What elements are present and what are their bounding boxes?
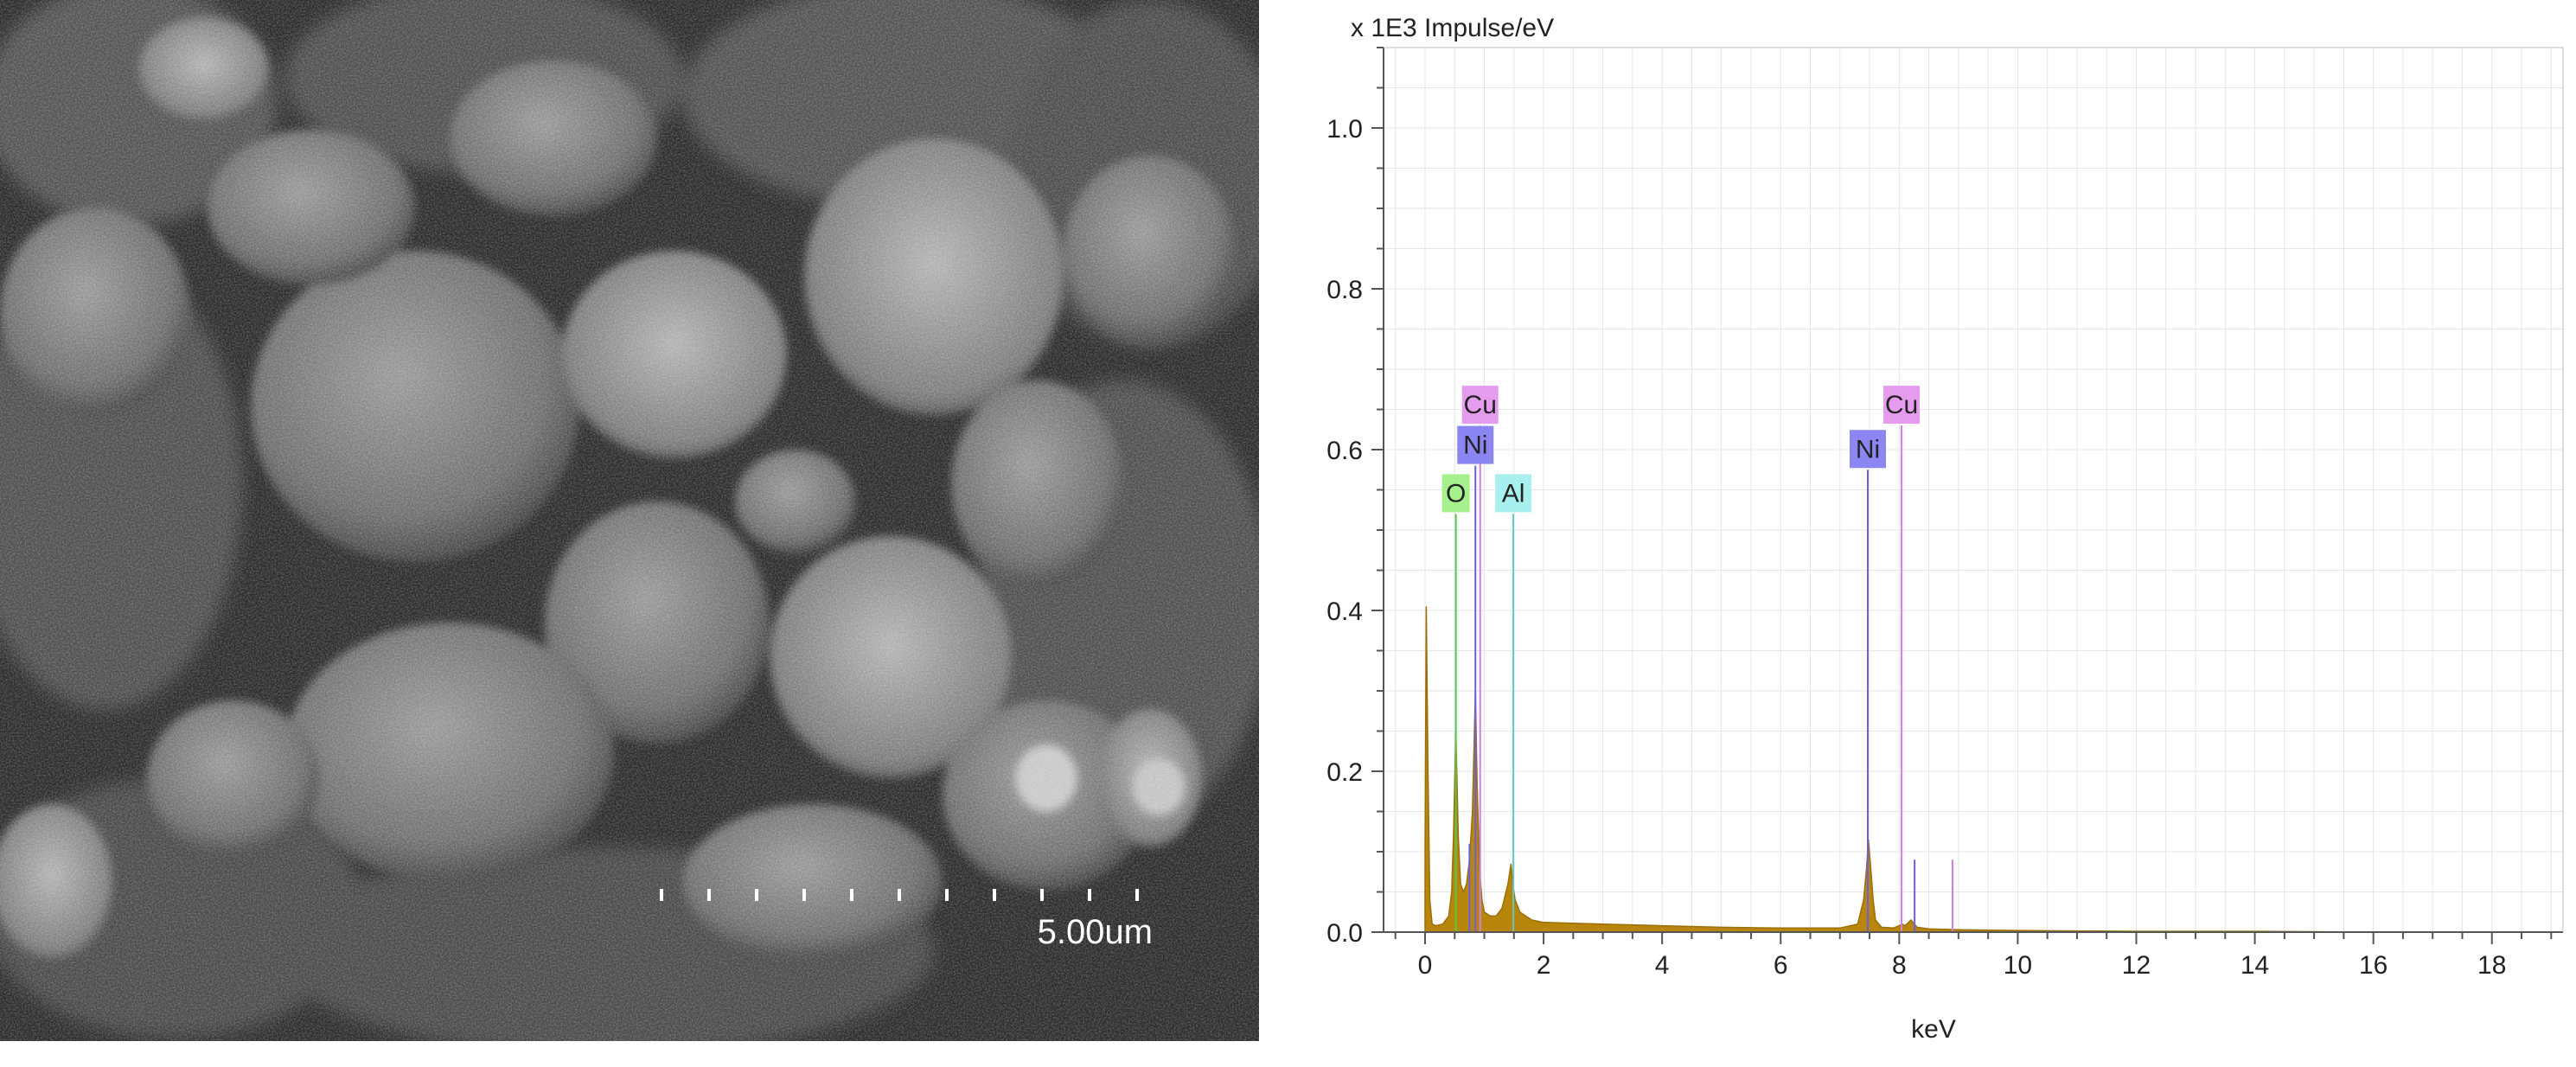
x-axis-title: keV <box>1911 1015 1956 1044</box>
element-marker-lines <box>1454 425 1954 932</box>
eds-spectrum-chart: 0 2 4 6 8 10 12 14 16 18 0.0 0.2 0.4 0.6 0.8 1.0 O Ni Cu A… <box>1259 0 2576 1067</box>
chart-grid <box>1384 47 2563 933</box>
element-label-ni: Ni <box>1849 430 1886 469</box>
element-label-text: Al <box>1502 479 1525 508</box>
x-tick-label: 12 <box>2122 951 2151 980</box>
y-tick-label: 0.8 <box>1326 276 1363 304</box>
element-label-box <box>1849 430 1886 469</box>
element-label-o: O <box>1441 474 1470 513</box>
x-tick-label: 6 <box>1774 951 1788 980</box>
x-tick-label: 2 <box>1537 951 1551 980</box>
element-label-al: Al <box>1495 474 1532 513</box>
y-tick-label: 0.6 <box>1326 437 1363 465</box>
y-tick-label: 0.4 <box>1326 597 1363 626</box>
scale-bar: 5.00um <box>660 889 1153 951</box>
x-tick-label: 14 <box>2240 951 2269 980</box>
element-label-cu: Cu <box>1883 386 1921 425</box>
scale-bar-label: 5.00um <box>1038 913 1153 951</box>
element-label-text: O <box>1446 479 1466 508</box>
y-axis-title: x 1E3 Impulse/eV <box>1351 14 1554 42</box>
element-label-box <box>1461 386 1499 425</box>
element-label-box <box>1883 386 1921 425</box>
chart-axes: 0 2 4 6 8 10 12 14 16 18 0.0 0.2 0.4 0.6 0.8 1.0 <box>1326 47 2564 980</box>
element-label-box <box>1457 425 1494 464</box>
x-tick-label: 16 <box>2359 951 2387 980</box>
element-label-text: Cu <box>1464 391 1497 419</box>
element-label-text: Ni <box>1856 435 1880 463</box>
element-label-box <box>1495 474 1532 513</box>
element-label-box <box>1441 474 1470 513</box>
element-label-ni: Ni <box>1457 425 1494 464</box>
element-label-cu: Cu <box>1461 386 1499 425</box>
eds-chart-svg: 0 2 4 6 8 10 12 14 16 180.00.20.40.60.81.0 ONiCuA… <box>1326 14 2564 1044</box>
x-tick-label: 8 <box>1892 951 1907 980</box>
y-tick-label: 0.0 <box>1326 919 1363 948</box>
y-tick-label: 1.0 <box>1326 115 1363 144</box>
element-label-text: Ni <box>1463 431 1487 460</box>
sem-micrograph: 5.00um <box>0 0 1259 1041</box>
sem-image: 5.00um <box>0 0 1259 1041</box>
x-tick-label: 0 <box>1418 951 1433 980</box>
x-tick-label: 18 <box>2477 951 2506 980</box>
element-label-text: Cu <box>1885 391 1918 419</box>
y-tick-label: 0.2 <box>1326 758 1363 787</box>
x-tick-label: 10 <box>2004 951 2032 980</box>
x-tick-label: 4 <box>1655 951 1670 980</box>
